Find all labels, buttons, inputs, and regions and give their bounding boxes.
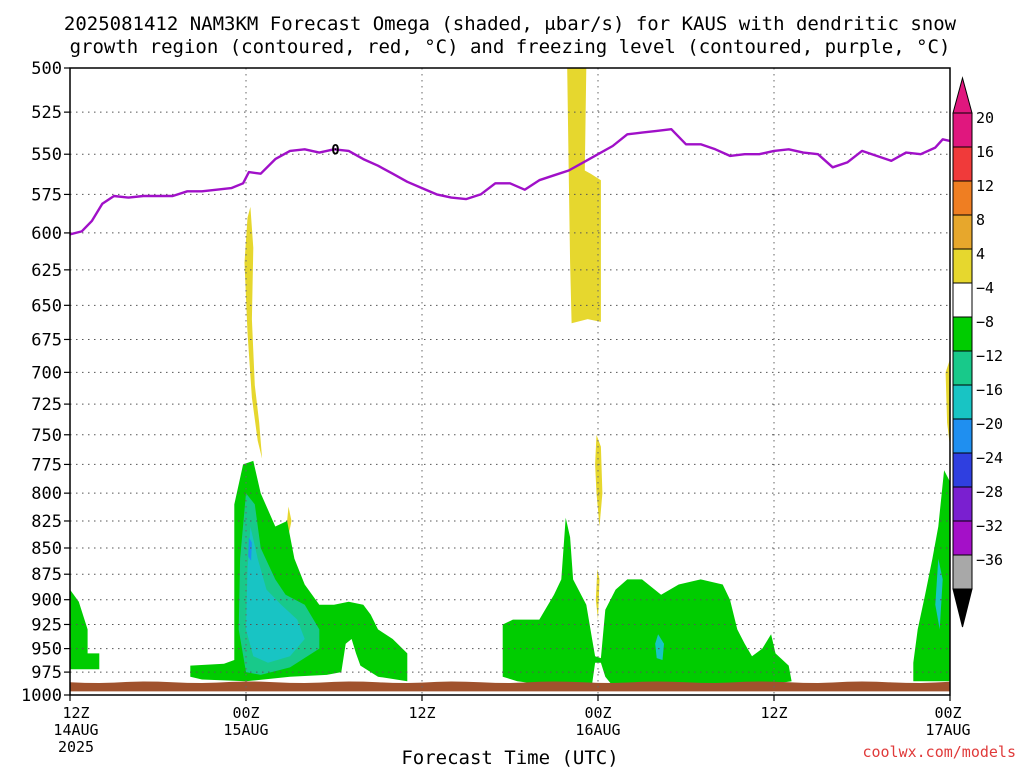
y-tick-label: 925 (31, 615, 62, 635)
grid-lines (70, 68, 950, 695)
omega-shading (70, 68, 950, 692)
colorbar-swatch (952, 282, 973, 318)
colorbar-swatch (952, 146, 973, 182)
x-tick-label: 15AUG (223, 721, 268, 739)
colorbar-swatch (952, 350, 973, 386)
colorbar-label: −16 (976, 381, 1003, 399)
colorbar-swatch (952, 418, 973, 454)
colorbar-label: 16 (976, 143, 994, 161)
y-tick-label: 700 (31, 363, 62, 383)
y-tick-label: 1000 (21, 686, 62, 706)
y-tick-label: 575 (31, 185, 62, 205)
colorbar-label: −8 (976, 313, 994, 331)
x-tick-label: 2025 (58, 738, 94, 756)
omega-region-1 (567, 68, 601, 324)
y-tick-label: 650 (31, 296, 62, 316)
omega-region-0 (244, 206, 263, 459)
colorbar-swatch (952, 486, 973, 522)
colorbar-swatch (952, 316, 973, 352)
colorbar-swatch (952, 554, 973, 590)
y-tick-label: 950 (31, 640, 62, 660)
plot-frame (69, 67, 951, 696)
colorbar-label: 8 (976, 211, 985, 229)
colorbar-swatch (952, 384, 973, 420)
x-tick-label: 00Z (232, 704, 259, 722)
x-axis-label: Forecast Time (UTC) (401, 747, 618, 768)
y-tick-label: 500 (31, 59, 62, 79)
colorbar-swatch (952, 452, 973, 488)
omega-region-11 (246, 526, 305, 663)
y-tick-label: 675 (31, 330, 62, 350)
omega-region-3 (595, 569, 600, 620)
chart-title-line2: growth region (contoured, red, °C) and f… (70, 36, 951, 58)
y-tick-label: 750 (31, 426, 62, 446)
freezing-level-label: 0 (331, 142, 339, 158)
y-tick-label: 525 (31, 103, 62, 123)
y-tick-label: 850 (31, 539, 62, 559)
x-tick-label: 12Z (62, 704, 89, 722)
pressure-axis: 500 525 550 575 600 625 650 675 700 725 750 775 800 8… (21, 59, 70, 706)
x-tick-label: 00Z (934, 704, 961, 722)
omega-region-2 (595, 434, 603, 527)
x-tick-label: 00Z (584, 704, 611, 722)
colorbar-label: −24 (976, 449, 1003, 467)
colorbar-swatch (952, 180, 973, 216)
colorbar-swatch (952, 214, 973, 250)
y-tick-label: 900 (31, 591, 62, 611)
colorbar-label: −36 (976, 551, 1003, 569)
colorbar-swatch (952, 248, 973, 284)
colorbar-swatch (952, 112, 973, 148)
omega-region-5 (945, 359, 950, 447)
colorbar-label: −32 (976, 517, 1003, 535)
freezing-level-line (70, 127, 950, 236)
y-tick-label: 800 (31, 484, 62, 504)
x-tick-label: 14AUG (53, 721, 98, 739)
colorbar-bottom-arrow (952, 588, 973, 628)
colorbar-swatch (952, 520, 973, 556)
colorbar-label: 4 (976, 245, 985, 263)
colorbar-top-arrow (952, 76, 973, 114)
y-tick-label: 725 (31, 395, 62, 415)
omega-region-8 (502, 517, 792, 688)
colorbar-label: 20 (976, 109, 994, 127)
omega-region-12 (655, 634, 664, 660)
y-tick-label: 600 (31, 224, 62, 244)
colorbar-label: −28 (976, 483, 1003, 501)
colorbar-label: −4 (976, 279, 994, 297)
x-tick-label: 17AUG (925, 721, 970, 739)
y-tick-label: 825 (31, 512, 62, 532)
y-tick-label: 775 (31, 455, 62, 475)
colorbar: 20 16 12 8 4 −4 −8 −12 −16 −20 −24 −28 −32 −36 (952, 76, 1003, 628)
omega-region-9 (913, 470, 950, 682)
y-tick-label: 975 (31, 663, 62, 683)
omega-region-14 (248, 537, 252, 561)
x-tick-label: 16AUG (575, 721, 620, 739)
credit-text: coolwx.com/models (862, 743, 1016, 761)
omega-region-13 (935, 558, 943, 630)
x-tick-label: 12Z (408, 704, 435, 722)
colorbar-label: 12 (976, 177, 994, 195)
y-tick-label: 550 (31, 145, 62, 165)
omega-region-6 (70, 589, 100, 670)
surface-band (70, 681, 950, 692)
colorbar-label: −20 (976, 415, 1003, 433)
chart-title-line1: 2025081412 NAM3KM Forecast Omega (shaded… (64, 13, 957, 35)
y-tick-label: 625 (31, 261, 62, 281)
freezing-level-contour: 0 (70, 127, 950, 236)
colorbar-label: −12 (976, 347, 1003, 365)
x-tick-label: 12Z (760, 704, 787, 722)
y-tick-label: 875 (31, 565, 62, 585)
